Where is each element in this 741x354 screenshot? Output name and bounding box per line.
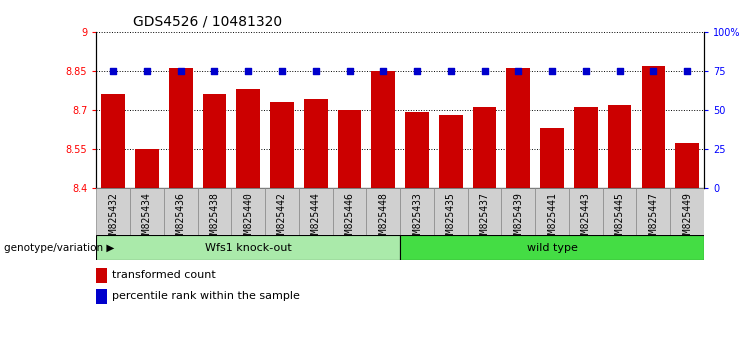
Text: GSM825435: GSM825435: [446, 193, 456, 245]
Point: [546, 68, 558, 74]
Point: [681, 68, 693, 74]
Bar: [473, 107, 496, 188]
Text: GSM825437: GSM825437: [479, 193, 490, 245]
Point: [512, 68, 524, 74]
Point: [479, 68, 491, 74]
Text: GSM825445: GSM825445: [614, 193, 625, 245]
Bar: [270, 102, 293, 188]
Text: GSM825439: GSM825439: [514, 193, 523, 245]
Text: GSM825442: GSM825442: [277, 193, 287, 245]
Bar: [400, 188, 434, 235]
Point: [344, 68, 356, 74]
Bar: [96, 268, 107, 283]
Point: [614, 68, 625, 74]
Point: [107, 68, 119, 74]
Bar: [439, 115, 462, 188]
Text: GSM825438: GSM825438: [210, 193, 219, 245]
Text: transformed count: transformed count: [112, 270, 216, 280]
Bar: [670, 188, 704, 235]
Text: GSM825441: GSM825441: [547, 193, 557, 245]
Bar: [338, 110, 362, 188]
Bar: [130, 188, 164, 235]
Bar: [400, 235, 704, 260]
Point: [580, 68, 592, 74]
Text: GSM825448: GSM825448: [378, 193, 388, 245]
Point: [208, 68, 220, 74]
Bar: [366, 188, 400, 235]
Bar: [574, 107, 597, 188]
Bar: [299, 188, 333, 235]
Text: percentile rank within the sample: percentile rank within the sample: [112, 291, 300, 302]
Bar: [540, 128, 564, 188]
Bar: [333, 188, 366, 235]
Bar: [135, 149, 159, 188]
Bar: [169, 68, 193, 188]
Point: [141, 68, 153, 74]
Bar: [231, 188, 265, 235]
Bar: [371, 71, 395, 188]
Text: GDS4526 / 10481320: GDS4526 / 10481320: [133, 14, 282, 28]
Text: GSM825436: GSM825436: [176, 193, 186, 245]
Text: GSM825433: GSM825433: [412, 193, 422, 245]
Bar: [569, 188, 602, 235]
Bar: [675, 143, 699, 188]
Bar: [642, 65, 665, 188]
Text: GSM825447: GSM825447: [648, 193, 658, 245]
Bar: [198, 188, 231, 235]
Point: [445, 68, 456, 74]
Point: [411, 68, 423, 74]
Text: GSM825444: GSM825444: [310, 193, 321, 245]
Text: wild type: wild type: [527, 243, 577, 253]
Bar: [96, 235, 400, 260]
Text: GSM825446: GSM825446: [345, 193, 354, 245]
Bar: [608, 104, 631, 188]
Text: GSM825440: GSM825440: [243, 193, 253, 245]
Bar: [236, 89, 260, 188]
Bar: [265, 188, 299, 235]
Bar: [506, 68, 530, 188]
Bar: [405, 112, 429, 188]
Bar: [434, 188, 468, 235]
Bar: [202, 94, 226, 188]
Bar: [637, 188, 670, 235]
Text: GSM825449: GSM825449: [682, 193, 692, 245]
Point: [276, 68, 288, 74]
Bar: [102, 94, 125, 188]
Text: GSM825432: GSM825432: [108, 193, 119, 245]
Text: GSM825434: GSM825434: [142, 193, 152, 245]
Bar: [468, 188, 502, 235]
Text: Wfs1 knock-out: Wfs1 knock-out: [205, 243, 292, 253]
Bar: [535, 188, 569, 235]
Bar: [164, 188, 198, 235]
Point: [310, 68, 322, 74]
Point: [242, 68, 254, 74]
Bar: [96, 188, 130, 235]
Bar: [602, 188, 637, 235]
Text: genotype/variation ▶: genotype/variation ▶: [4, 243, 114, 253]
Point: [648, 68, 659, 74]
Bar: [96, 289, 107, 304]
Point: [377, 68, 389, 74]
Text: GSM825443: GSM825443: [581, 193, 591, 245]
Bar: [502, 188, 535, 235]
Point: [175, 68, 187, 74]
Bar: [304, 99, 328, 188]
